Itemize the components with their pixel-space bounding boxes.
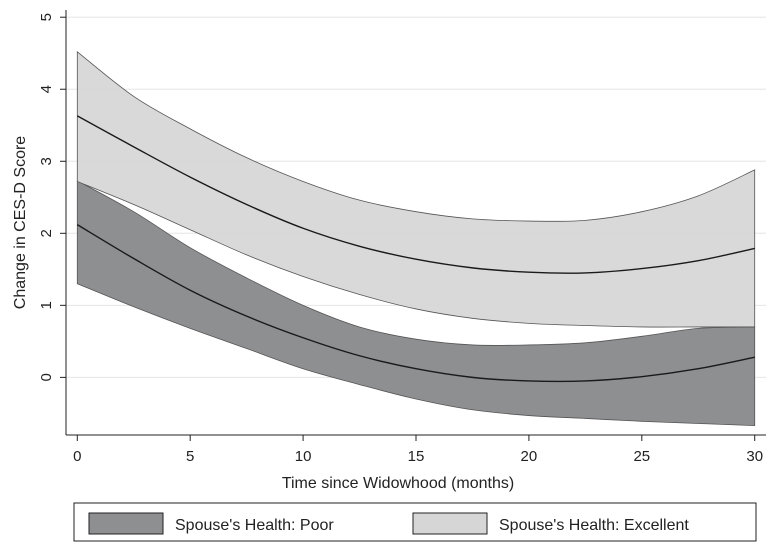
y-tick-label-4: 4 xyxy=(38,85,55,93)
mean-lines xyxy=(76,115,755,383)
mean-line-poor xyxy=(76,224,755,383)
legend-label-poor: Spouse's Health: Poor xyxy=(175,517,334,534)
y-tick-label-2: 2 xyxy=(38,229,55,237)
x-tick-label-10: 10 xyxy=(295,448,312,465)
y-tick-label-1: 1 xyxy=(38,301,55,309)
confidence-band-excellent xyxy=(76,50,756,328)
x-tick-label-25: 25 xyxy=(633,448,650,465)
confidence-bands xyxy=(76,50,756,427)
legend-swatch-poor xyxy=(88,512,164,535)
y-tick-label-5: 5 xyxy=(38,13,55,21)
tick-labels: 0 1 2 3 4 5 0 5 10 15 20 25 30 xyxy=(38,13,763,465)
y-axis-title: Change in CES-D Score xyxy=(12,136,29,310)
legend: Spouse's Health: Poor Spouse's Health: E… xyxy=(73,502,757,542)
legend-label-excellent: Spouse's Health: Excellent xyxy=(499,517,689,534)
x-tick-label-20: 20 xyxy=(521,448,538,465)
x-tick-label-0: 0 xyxy=(73,448,81,465)
x-tick-label-30: 30 xyxy=(746,448,763,465)
x-axis-title: Time since Widowhood (months) xyxy=(282,475,514,492)
x-tick-label-15: 15 xyxy=(408,448,425,465)
x-tick-label-5: 5 xyxy=(186,448,194,465)
y-tick-label-3: 3 xyxy=(38,157,55,165)
legend-swatch-excellent xyxy=(412,512,488,535)
mean-line-excellent xyxy=(76,115,755,274)
axes xyxy=(60,10,766,441)
y-tick-label-0: 0 xyxy=(38,373,55,381)
